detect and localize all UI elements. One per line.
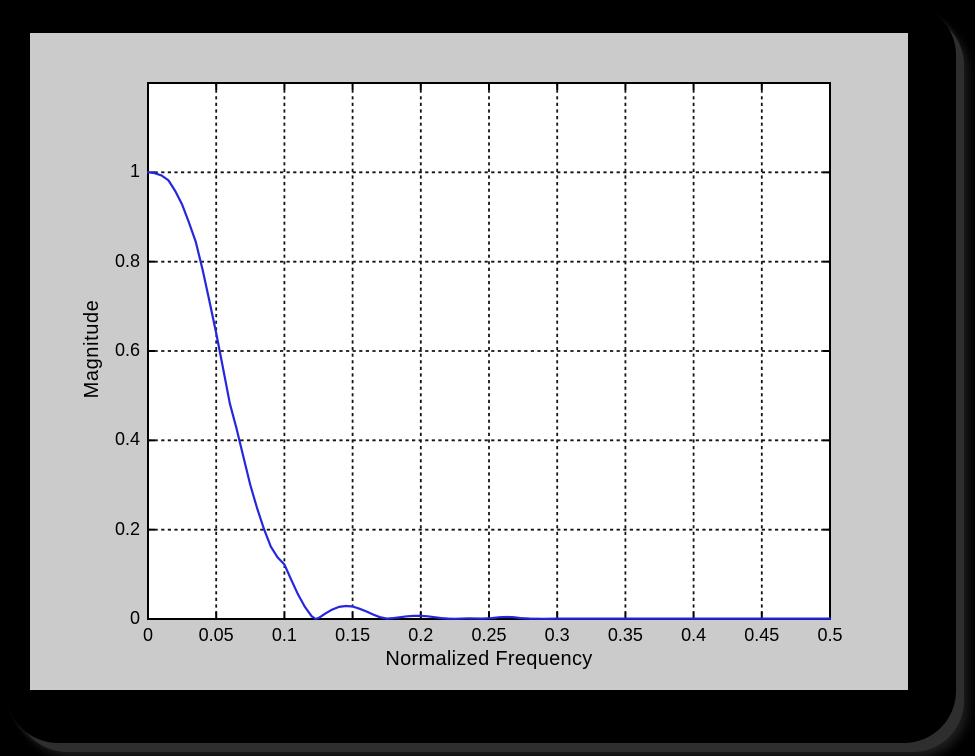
y-tick-label: 0.6 <box>114 340 140 360</box>
x-tick-label: 0.2 <box>408 625 434 645</box>
x-axis-label: Normalized Frequency <box>385 648 593 670</box>
y-tick-label: 1 <box>129 161 140 182</box>
x-tick-label: 0.3 <box>544 625 570 645</box>
y-tick-label: 0 <box>129 608 140 628</box>
x-tick-label: 0.5 <box>817 625 843 645</box>
magnitude-response-plot <box>146 82 832 621</box>
x-tick-label: 0.05 <box>198 625 234 645</box>
x-tick-label: 0.4 <box>681 625 707 645</box>
x-tick-label: 0.35 <box>607 625 643 645</box>
response-curve <box>146 171 832 621</box>
y-tick-label: 0.4 <box>114 429 140 450</box>
x-tick-label: 0.1 <box>271 625 297 645</box>
y-tick-label: 0.2 <box>114 518 140 539</box>
y-tick-label: 0.8 <box>114 250 140 271</box>
x-tick-label: 0.45 <box>744 625 780 645</box>
x-tick-label: 0.25 <box>471 625 507 645</box>
x-tick-label: 0.15 <box>335 625 371 645</box>
figure-canvas: Normalized Frequency Magnitude 0 0.05 0.1 0… <box>30 33 908 690</box>
x-tick-label: 0 <box>142 625 153 645</box>
